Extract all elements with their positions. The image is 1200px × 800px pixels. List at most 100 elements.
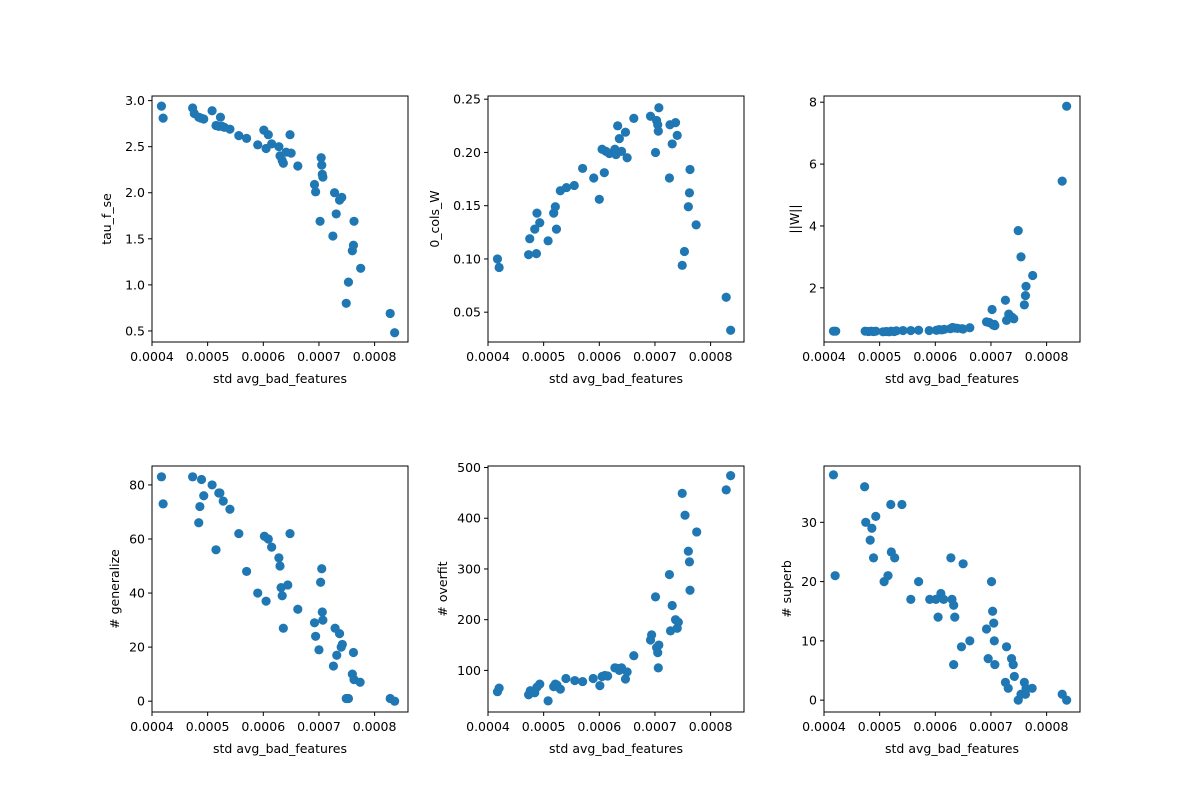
x-tick-label: 0.0005 <box>186 719 230 734</box>
data-point <box>650 592 661 602</box>
data-point <box>664 569 675 580</box>
data-point <box>215 488 225 498</box>
data-point <box>946 553 956 563</box>
data-point <box>1003 683 1013 693</box>
y-tick-label: 1.5 <box>125 231 145 246</box>
axes-frame <box>151 465 409 713</box>
data-point <box>570 675 580 686</box>
data-point <box>949 600 959 610</box>
y-tick-label: 0.05 <box>453 305 481 320</box>
data-point <box>1028 270 1038 281</box>
data-point <box>332 650 342 660</box>
data-point <box>906 594 916 604</box>
data-point <box>897 499 907 510</box>
data-point <box>629 651 639 661</box>
y-tick-label: 2 <box>809 280 817 295</box>
data-point <box>1062 695 1072 705</box>
data-point <box>949 659 959 670</box>
data-point <box>194 518 204 528</box>
data-point <box>830 571 840 581</box>
data-point <box>871 511 881 521</box>
data-point <box>721 485 731 495</box>
data-point <box>225 504 235 514</box>
axes-frame <box>823 95 1081 343</box>
x-tick-label: 0.0005 <box>858 349 902 364</box>
data-point <box>865 535 875 545</box>
data-point <box>348 240 359 250</box>
data-point <box>274 142 284 152</box>
data-point <box>860 482 870 492</box>
data-point <box>622 153 632 163</box>
data-point <box>318 615 328 625</box>
subplot-6: 0.0004 0.0005 0.0006 0.0007 0.0008 0 10 20 30 std… <box>779 465 1081 756</box>
x-axis-label: std avg_bad_features <box>549 741 683 756</box>
y-tick-label: 200 <box>457 612 481 627</box>
y-tick-label: 500 <box>457 460 481 475</box>
data-point <box>616 146 627 156</box>
data-point <box>543 236 553 246</box>
x-tick-label: 0.0004 <box>130 349 174 364</box>
data-point <box>543 696 553 706</box>
y-axis-label: tau_f_se <box>99 193 114 245</box>
x-tick-label: 0.0005 <box>858 719 902 734</box>
x-tick-label: 0.0008 <box>353 719 397 734</box>
y-tick-label: 0 <box>137 694 145 709</box>
data-point <box>569 180 579 191</box>
data-point <box>207 480 217 490</box>
x-tick-label: 0.0005 <box>522 349 566 364</box>
data-point <box>578 163 588 174</box>
data-point <box>594 194 604 204</box>
axes-frame <box>823 465 1081 713</box>
x-tick-label: 0.0006 <box>577 349 621 364</box>
data-point <box>277 591 287 601</box>
data-point <box>603 671 613 681</box>
data-point <box>285 528 295 539</box>
data-point <box>914 576 924 587</box>
data-point <box>188 472 198 482</box>
data-point <box>629 113 639 123</box>
data-point <box>654 640 664 650</box>
y-tick-label: 4 <box>809 218 817 233</box>
y-tick-label: 0.20 <box>453 145 481 160</box>
x-tick-label: 0.0004 <box>130 719 174 734</box>
data-point <box>679 246 690 257</box>
data-point <box>158 499 168 509</box>
data-point <box>1008 659 1018 670</box>
data-point <box>337 639 347 650</box>
data-point <box>924 325 934 336</box>
data-point <box>670 118 681 128</box>
subplot-3: 0.0004 0.0005 0.0006 0.0007 0.0008 2 4 6 8 std av… <box>787 95 1081 386</box>
data-point <box>316 577 326 587</box>
data-point <box>1009 671 1019 682</box>
data-point <box>278 158 288 168</box>
data-point <box>987 304 997 315</box>
data-point <box>293 604 303 614</box>
data-point <box>343 693 354 704</box>
data-point <box>861 517 871 527</box>
data-point <box>1009 314 1019 324</box>
x-axis-label: std avg_bad_features <box>885 371 1019 386</box>
data-point <box>242 133 252 143</box>
data-point <box>311 187 321 197</box>
data-point <box>667 139 677 149</box>
y-axis-label: ||W|| <box>787 204 802 233</box>
data-point <box>494 262 504 273</box>
data-point <box>199 114 209 124</box>
data-point <box>883 571 893 581</box>
data-point <box>1062 101 1072 111</box>
data-point <box>283 580 293 590</box>
data-point <box>620 127 631 137</box>
y-tick-label: 20 <box>129 640 145 655</box>
data-point <box>316 153 326 163</box>
data-point <box>275 561 285 571</box>
data-point <box>595 681 605 691</box>
data-point <box>958 559 968 569</box>
y-tick-label: 300 <box>457 561 481 576</box>
data-point <box>274 553 284 563</box>
data-point <box>871 326 881 336</box>
data-point <box>234 528 244 539</box>
data-point <box>578 676 588 687</box>
x-axis-label: std avg_bad_features <box>213 371 347 386</box>
data-point <box>589 173 599 183</box>
